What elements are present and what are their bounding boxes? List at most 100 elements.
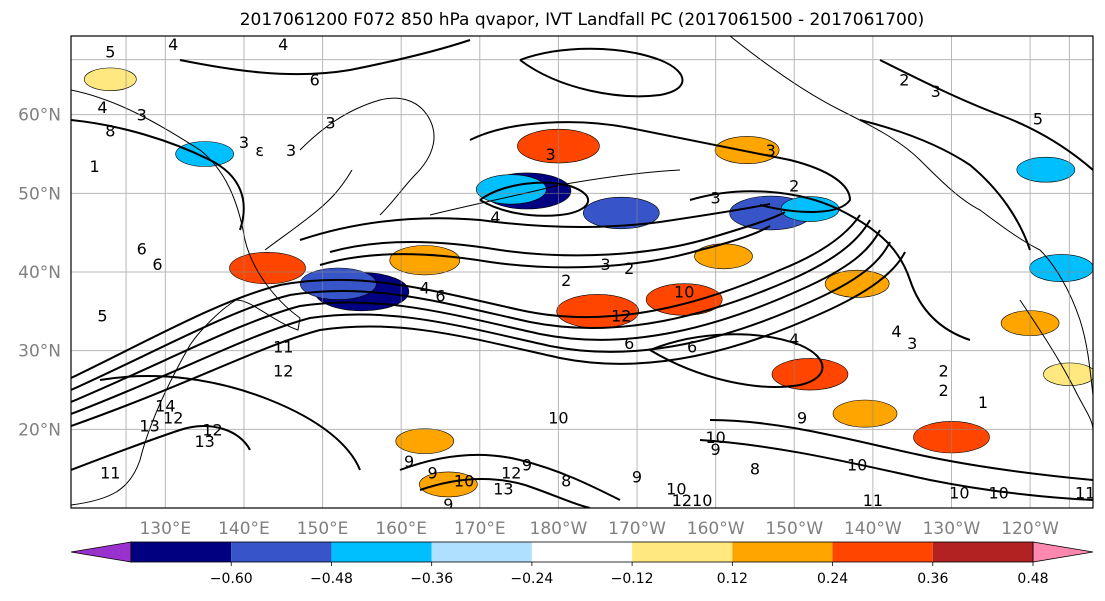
colorbar-segment [832,542,933,562]
contour-label: 6 [624,334,634,353]
contour-label: 1 [978,393,988,412]
anomaly-patch [299,267,377,300]
longitude-tick-label: 140°E [218,519,270,539]
longitude-tick-label: 120°W [1001,519,1059,539]
contour-label: 4 [490,208,500,227]
contour-label: 10 [674,283,694,302]
contour-label: 3 [907,334,917,353]
contour-label: 9 [522,456,532,475]
contour-label: 3 [711,188,721,207]
contour-label: 11 [100,464,120,483]
contour-label: 3 [766,141,776,160]
latitude-tick-label: 50°N [18,184,61,204]
contour-line [419,478,591,508]
anomaly-patch [780,196,840,222]
contour-label: 4 [168,35,178,54]
contour-label: 11 [863,491,883,510]
colorbar-segment [732,542,833,562]
colorbar-frame [130,541,1034,563]
colorbar-segment [131,542,232,562]
contour-label: 13 [493,479,513,498]
contour-label: 10 [949,483,969,502]
contour-line [71,241,891,415]
contour-label: 13 [139,416,159,435]
contour-layer [71,39,1093,508]
colorbar-tick-label: −0.60 [210,571,253,587]
contour-line [689,190,971,341]
contour-label: 10 [454,471,474,490]
longitude-tick-label: 170°E [454,519,506,539]
anomaly-patch [389,245,461,276]
contour-label: 2 [789,176,799,195]
contour-label: 12 [163,409,183,428]
anomaly-patch [419,471,478,498]
longitude-ticks: 130°E 140°E 150°E 160°E 170°E 180°W 170°W 160°W… [139,519,1059,539]
coastline-alaska [729,36,1093,396]
gridline-layer [71,36,1093,508]
contour-line [879,59,1093,171]
anomaly-patch [229,251,306,285]
contour-label: 1210 [672,491,713,510]
contour-label: 3 [286,141,296,160]
contour-label: 12 [501,464,521,483]
contour-label: 6 [435,287,445,306]
anomaly-patch [714,136,780,164]
latitude-tick-label: 30°N [18,342,61,362]
longitude-tick-label: 170°W [608,519,666,539]
contour-label: 3 [545,145,555,164]
colorbar-segment [231,542,332,562]
latitude-tick-label: 20°N [18,420,61,440]
longitude-tick-label: 150°E [297,519,349,539]
longitude-tick-label: 180°W [530,519,588,539]
contour-label: 4 [891,322,901,341]
contour-label: 4 [789,330,799,349]
contour-label: 11 [1075,483,1095,502]
contour-label: 10 [548,409,568,428]
contour-label: 2 [624,259,634,278]
contour-line [71,214,861,379]
contour-line [649,333,824,388]
contour-line [71,425,251,471]
colorbar-tick-label: −0.36 [410,571,453,587]
contour-label: 6 [310,70,320,89]
colorbar-segment [632,542,733,562]
contour-line [299,203,771,241]
contour-label: 8 [561,471,571,490]
contour-label: 11 [273,338,293,357]
contour-line [709,419,1093,481]
contour-label: 3 [931,82,941,101]
latitude-ticks: 20°N 30°N 40°N 50°N 60°N [18,106,61,441]
contour-label: 10 [847,456,867,475]
contour-label: 12 [202,420,222,439]
colorbar-segment [431,542,532,562]
colorbar-segment [531,542,633,562]
map-frame [70,35,1094,509]
contour-line [469,121,852,213]
coastline-japan [264,169,353,251]
longitude-tick-label: 160°E [375,519,427,539]
contour-label: 12 [611,306,631,325]
contour-label: 5 [97,306,107,325]
contour-label: 4 [278,35,288,54]
longitude-tick-label: 130°W [923,519,981,539]
contour-label: 10 [705,428,725,447]
colorbar-tick-label: −0.24 [510,571,553,587]
longitude-tick-label: 150°W [765,519,823,539]
latitude-tick-label: 60°N [18,106,61,126]
contour-label: 5 [1033,110,1043,129]
contour-label: 9 [443,495,453,514]
contour-label: 2 [899,70,909,89]
contour-line [699,439,1093,501]
anomaly-patch [583,196,660,230]
contour-label: 3 [325,114,335,133]
contour-line [71,119,245,231]
colorbar-segment [932,542,1033,562]
contour-line [319,225,771,269]
contour-label: 6 [152,255,162,274]
contour-line [99,375,361,471]
contour-label: 9 [404,452,414,471]
contour-line [71,229,881,403]
